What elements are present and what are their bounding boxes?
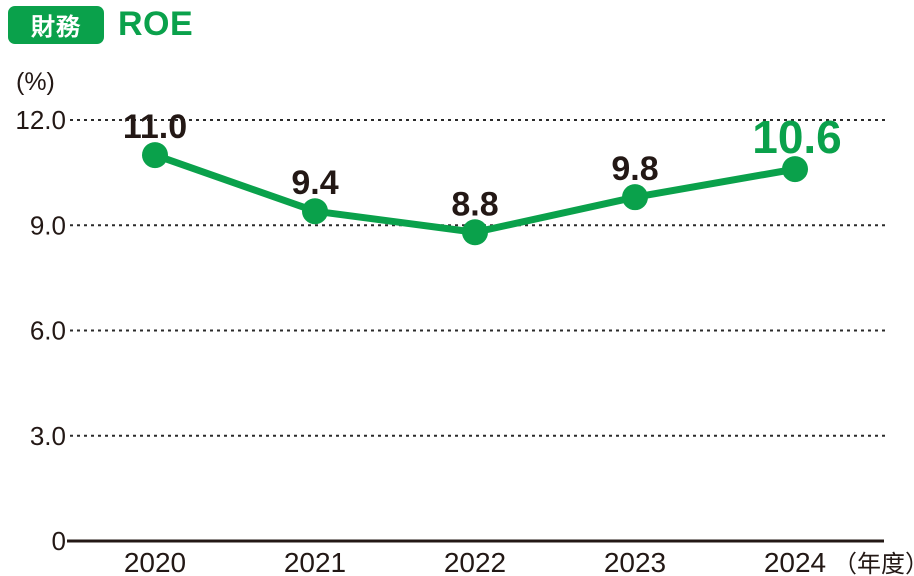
y-axis-unit-label: (%) [16,68,55,96]
y-tick-label: 12.0 [15,105,66,135]
data-label: 9.8 [611,150,658,188]
y-tick-label: 9.0 [30,210,66,240]
data-label-highlight: 10.6 [752,111,842,163]
data-point [622,184,648,211]
x-tick-label: 2021 [284,547,346,576]
y-tick-label: 0 [52,526,66,556]
data-point [142,142,168,169]
data-point [782,156,808,183]
data-label: 11.0 [123,108,187,146]
chart-header: 財務 ROE [8,5,193,44]
data-point [302,198,328,225]
y-tick-label: 6.0 [30,316,66,346]
y-tick-label: 3.0 [30,421,66,451]
x-tick-label: 2023 [604,547,666,576]
data-label: 8.8 [451,185,498,223]
x-tick-label: 2020 [124,547,186,576]
chart-title: ROE [118,5,194,43]
x-tick-label: 2022 [444,547,506,576]
x-tick-label: 2024 [764,547,826,576]
x-axis-suffix: （年度） [833,551,914,576]
category-badge: 財務 [8,5,104,44]
data-label: 9.4 [291,164,338,202]
data-point [462,219,488,246]
